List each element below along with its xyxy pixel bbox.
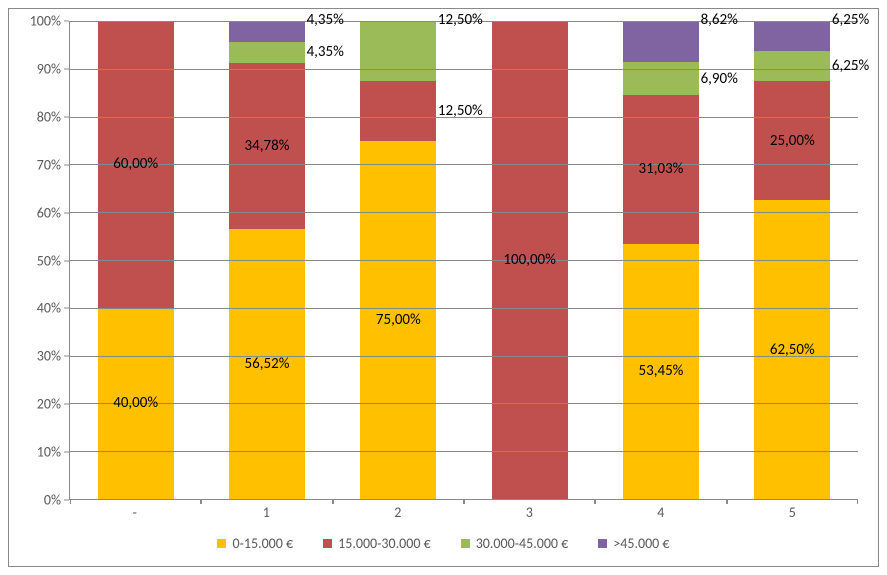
legend-item: >45.000 € xyxy=(598,535,669,552)
bar-segment: 6,90% xyxy=(623,62,699,95)
y-tick-label: 90% xyxy=(37,60,61,77)
segment-label: 8,62% xyxy=(701,11,738,29)
x-tick-label: 3 xyxy=(464,504,596,521)
legend-item: 30.000-45.000 € xyxy=(461,535,569,552)
segment-label: 75,00% xyxy=(376,311,421,329)
x-tick-label: 5 xyxy=(727,504,859,521)
plot-row: 0%10%20%30%40%50%60%70%80%90%100% 40,00%… xyxy=(9,9,878,500)
segment-label: 31,03% xyxy=(639,160,684,178)
segment-label: 25,00% xyxy=(770,132,815,150)
legend-item: 0-15.000 € xyxy=(217,535,293,552)
bar-segment: 6,25% xyxy=(754,51,830,81)
segment-label: 40,00% xyxy=(113,394,158,412)
gridline xyxy=(70,356,858,357)
segment-label: 62,50% xyxy=(770,341,815,359)
y-tick-label: 30% xyxy=(37,348,61,365)
legend-item: 15.000-30.000 € xyxy=(323,535,431,552)
y-tick-label: 20% xyxy=(37,396,61,413)
gridline xyxy=(70,451,858,452)
segment-label: 12,50% xyxy=(438,102,483,120)
segment-label: 6,25% xyxy=(832,11,869,29)
legend-swatch xyxy=(217,539,226,548)
bar-segment: 12,50% xyxy=(360,81,436,141)
stacked-bar-chart: 0% 10% 20% 30% 40% 50% 60% 70% 80% 90% 100% 40,00%… xyxy=(8,8,879,567)
y-tick-label: 70% xyxy=(37,156,61,173)
y-tick-label: 80% xyxy=(37,108,61,125)
segment-label: 4,35% xyxy=(307,43,344,61)
segment-label: 56,52% xyxy=(245,355,290,373)
y-tick-label: 50% xyxy=(37,252,61,269)
y-tick-label: 0% xyxy=(44,492,61,509)
segment-label: 100,00% xyxy=(503,251,555,269)
bar-segment: 4,35% xyxy=(229,21,305,42)
bar-segment: 12,50% xyxy=(360,21,436,81)
x-tick-label: 1 xyxy=(201,504,333,521)
bar-segment: 62,50% xyxy=(754,200,830,499)
bar-segment: 56,52% xyxy=(229,229,305,499)
bar-segment: 6,25% xyxy=(754,21,830,51)
legend-label: 0-15.000 € xyxy=(232,535,293,552)
y-tick-label: 100% xyxy=(30,13,61,30)
segment-label: 60,00% xyxy=(113,155,158,173)
bar-segment: 25,00% xyxy=(754,81,830,201)
gridline xyxy=(70,308,858,309)
y-axis: 0%10%20%30%40%50%60%70%80%90%100% xyxy=(9,21,69,500)
bar-segment: 53,45% xyxy=(623,244,699,499)
x-tick-label: 4 xyxy=(595,504,727,521)
y-tick-label: 40% xyxy=(37,300,61,317)
segment-label: 34,78% xyxy=(245,137,290,155)
bar-segment: 75,00% xyxy=(360,141,436,500)
legend-label: >45.000 € xyxy=(613,535,669,552)
gridline xyxy=(70,403,858,404)
gridline xyxy=(70,212,858,213)
x-tick-label: 2 xyxy=(332,504,464,521)
segment-label: 6,25% xyxy=(832,57,869,75)
legend-swatch xyxy=(323,539,332,548)
y-tick-label: 60% xyxy=(37,204,61,221)
gridline xyxy=(70,69,858,70)
y-tick-label: 10% xyxy=(37,444,61,461)
legend-label: 15.000-30.000 € xyxy=(338,535,431,552)
bar-segment: 34,78% xyxy=(229,63,305,229)
legend-label: 30.000-45.000 € xyxy=(476,535,569,552)
gridline xyxy=(70,260,858,261)
segment-label: 53,45% xyxy=(639,362,684,380)
segment-label: 4,35% xyxy=(307,11,344,29)
gridline xyxy=(70,164,858,165)
plot-area: 40,00% 60,00% 56,52% 34,78% 4,35%4,35% 75,00%… xyxy=(69,21,858,500)
legend-swatch xyxy=(461,539,470,548)
bar-segment: 8,62% xyxy=(623,21,699,62)
x-tick-label: - xyxy=(69,504,201,521)
segment-label: 6,90% xyxy=(701,70,738,88)
legend-swatch xyxy=(598,539,607,548)
bar-segment: 4,35% xyxy=(229,42,305,63)
segment-label: 12,50% xyxy=(438,11,483,29)
legend: 0-15.000 € 15.000-30.000 € 30.000-45.000 €… xyxy=(9,521,878,566)
